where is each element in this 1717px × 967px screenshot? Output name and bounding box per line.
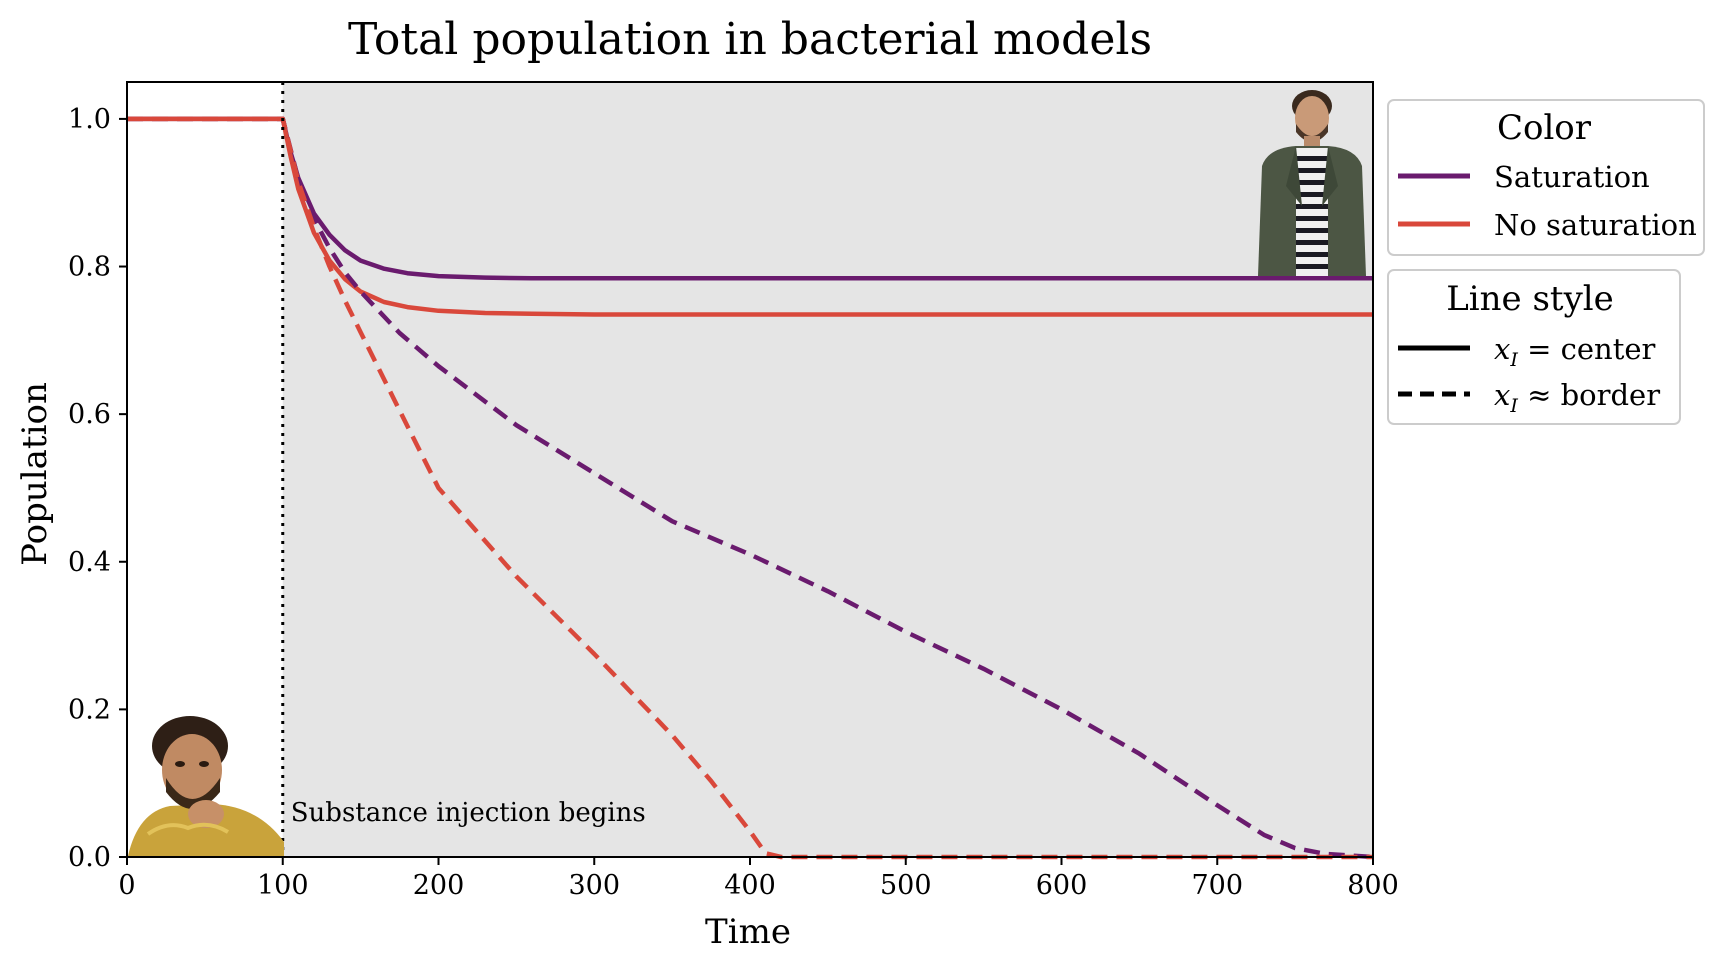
chart-title: Total population in bacterial models — [348, 14, 1152, 65]
legend-color-title: Color — [1497, 108, 1592, 148]
injection-annotation: Substance injection begins — [291, 798, 646, 828]
legend-line-style: Line style xI = center xI ≈ border — [1387, 269, 1681, 425]
legend-label-border: xI ≈ border — [1494, 378, 1660, 417]
x-tick-label: 700 — [1191, 870, 1243, 901]
legend-color: Color Saturation No saturation — [1387, 99, 1705, 256]
series-line-1-solid — [127, 116, 1373, 281]
series-line-4-dashed — [127, 116, 1373, 860]
legend-label-center: xI = center — [1494, 332, 1656, 371]
x-tick-label: 600 — [1036, 870, 1088, 901]
y-tick-label: 0.2 — [68, 694, 111, 725]
legend-center-math-x: x — [1494, 332, 1510, 366]
legend-border-math-sub: I — [1509, 395, 1518, 417]
y-tick-label: 0.8 — [68, 252, 111, 283]
ticks-layer: 0 100 200 300 400 500 600 700 800 0.0 0.2 0.4 0.6 0.8… — [68, 104, 1399, 901]
x-axis-label: Time — [705, 912, 791, 952]
y-tick-label: 0.6 — [68, 399, 111, 430]
x-tick-label: 200 — [413, 870, 465, 901]
x-tick-label: 500 — [880, 870, 932, 901]
legend-center-rest: = center — [1518, 332, 1656, 366]
y-axis-label: Population — [15, 382, 55, 566]
x-tick-label: 800 — [1347, 870, 1399, 901]
x-tick-label: 400 — [724, 870, 776, 901]
man-portrait-smiling — [128, 716, 284, 856]
y-tick-label: 0.0 — [68, 842, 111, 873]
series-line-3-dashed — [127, 116, 1374, 860]
legend-label-saturation: Saturation — [1494, 160, 1650, 194]
legend-line-style-box — [1387, 269, 1681, 425]
series-line-2-solid — [127, 116, 1373, 317]
legend-border-math-x: x — [1494, 378, 1510, 412]
injection-shaded-region — [282, 82, 1373, 857]
y-tick-label: 1.0 — [68, 104, 111, 135]
legend-line-style-title: Line style — [1446, 279, 1614, 319]
legend-center-math-sub: I — [1509, 349, 1518, 371]
legend-border-rest: ≈ border — [1518, 378, 1660, 412]
man-portrait-standing — [1258, 90, 1366, 276]
legend-label-no-saturation: No saturation — [1494, 208, 1697, 242]
legend-color-box — [1387, 99, 1705, 256]
x-tick-label: 0 — [118, 870, 135, 901]
x-tick-label: 300 — [568, 870, 620, 901]
x-tick-label: 100 — [257, 870, 309, 901]
series-layer — [127, 116, 1374, 860]
y-tick-label: 0.4 — [68, 547, 111, 578]
